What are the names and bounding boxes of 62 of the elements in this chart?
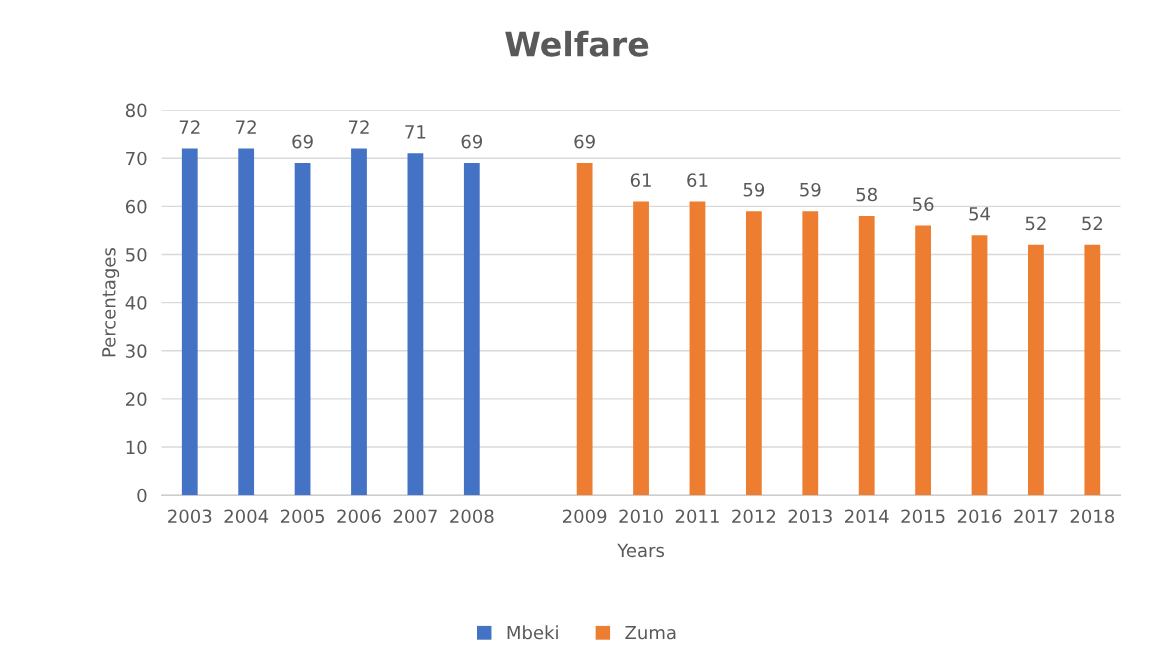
x-tick-label: 2012	[732, 509, 776, 524]
y-tick-label: 80	[125, 103, 147, 118]
chart-title: Welfare	[505, 30, 649, 57]
bar	[407, 153, 424, 496]
x-tick-label: 2003	[168, 509, 212, 524]
x-tick-label: 2008	[450, 509, 494, 524]
x-tick-label: 2016	[957, 509, 1002, 524]
data-label: 59	[800, 182, 821, 197]
bar	[633, 201, 649, 496]
y-tick-label: 20	[126, 392, 147, 407]
data-label: 69	[292, 134, 313, 149]
data-label: 72	[236, 120, 256, 134]
data-label: 69	[461, 134, 483, 149]
bar	[181, 148, 198, 496]
x-tick-label: 2013	[788, 509, 832, 524]
x-tick-label: 2018	[1070, 509, 1115, 524]
x-tick-label: 2009	[562, 509, 607, 524]
y-tick-label: 10	[126, 440, 147, 455]
bar	[351, 148, 367, 496]
y-tick-label: 40	[125, 296, 147, 310]
data-label: 52	[1025, 216, 1046, 231]
y-tick-label: 50	[126, 247, 147, 262]
data-label: 59	[743, 182, 765, 197]
bar	[745, 211, 762, 496]
y-tick-label: 0	[137, 488, 147, 503]
legend-label: Zuma	[625, 625, 676, 640]
bar	[689, 201, 706, 496]
y-tick-label: 60	[125, 199, 147, 214]
data-label: 69	[574, 134, 595, 149]
x-tick-label: 2014	[845, 509, 889, 524]
bar	[576, 163, 593, 496]
x-tick-label: 2010	[619, 509, 663, 524]
x-tick-label: 2004	[224, 509, 269, 524]
x-tick-label: 2015	[901, 509, 945, 524]
y-tick-label: 30	[126, 344, 147, 358]
data-label: 58	[856, 187, 877, 202]
legend-label: Mbeki	[507, 625, 558, 640]
x-tick-label: 2017	[1014, 509, 1058, 524]
bar	[463, 163, 480, 496]
x-tick-label: 2005	[280, 509, 324, 524]
x-tick-label: 2011	[675, 509, 719, 524]
x-axis-title: Years	[617, 543, 664, 558]
data-label: 54	[969, 207, 990, 221]
bar	[1084, 244, 1101, 496]
bar	[915, 225, 931, 496]
bar	[802, 211, 819, 496]
y-tick-label: 70	[126, 151, 147, 166]
x-tick-label: 2007	[393, 509, 437, 524]
data-label: 52	[1082, 216, 1103, 231]
data-label: 72	[179, 120, 200, 134]
y-axis-title: Percentages	[102, 248, 120, 357]
data-label: 61	[687, 173, 708, 187]
data-label: 56	[913, 197, 934, 211]
data-label: 72	[348, 120, 369, 134]
data-label: 71	[405, 125, 426, 139]
bar	[971, 235, 988, 496]
bar	[858, 215, 875, 496]
bar	[294, 163, 311, 496]
data-label: 61	[630, 173, 651, 187]
bar	[1028, 244, 1044, 496]
x-tick-label: 2006	[337, 509, 381, 524]
bar	[238, 148, 255, 496]
